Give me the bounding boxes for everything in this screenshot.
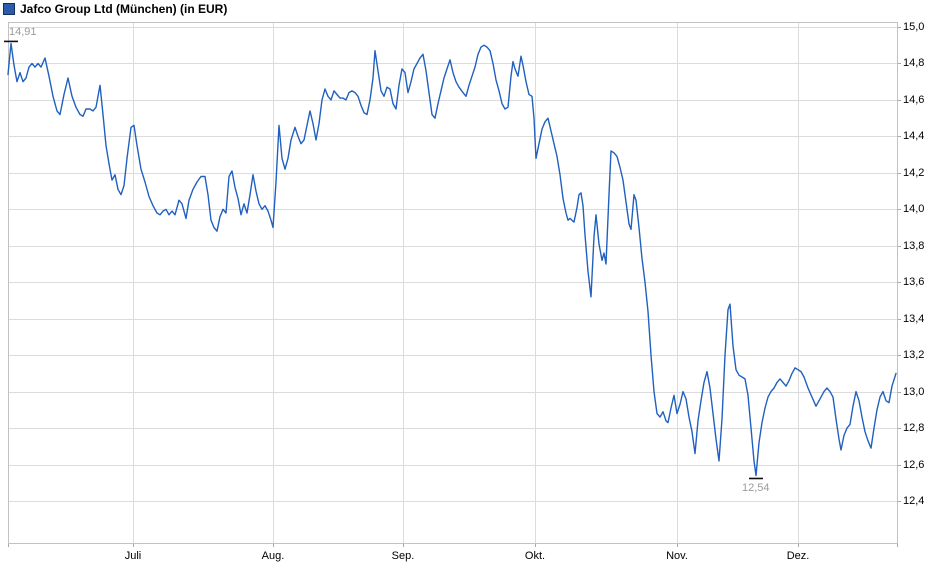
plot-border — [8, 22, 898, 544]
low-annotation-label: 12,54 — [742, 482, 770, 495]
y-axis-label: 13,4 — [903, 313, 925, 325]
x-axis-label: Dez. — [786, 550, 810, 562]
y-axis-label: 13,6 — [903, 276, 925, 288]
chart-title: Jafco Group Ltd (München) (in EUR) — [20, 2, 228, 16]
y-axis-label: 14,4 — [903, 130, 925, 142]
y-axis-label: 14,0 — [903, 203, 925, 215]
x-axis-label: Nov. — [666, 550, 688, 562]
y-axis-label: 13,2 — [903, 349, 925, 361]
chart-header: Jafco Group Ltd (München) (in EUR) — [3, 1, 227, 17]
y-axis-label: 15,0 — [903, 21, 925, 33]
y-axis-label: 13,0 — [903, 386, 925, 398]
y-axis-label: 12,6 — [903, 459, 925, 471]
x-axis-label: Okt. — [524, 550, 546, 562]
y-axis-label: 12,8 — [903, 422, 925, 434]
y-axis-label: 14,2 — [903, 167, 925, 179]
y-axis-label: 13,8 — [903, 240, 925, 252]
x-axis-label: Sep. — [391, 550, 415, 562]
y-axis-label: 12,4 — [903, 495, 925, 507]
high-annotation-label: 14,91 — [9, 26, 37, 39]
price-line — [7, 42, 897, 477]
x-axis-label: Aug. — [261, 550, 285, 562]
legend-square-icon — [3, 3, 15, 15]
y-axis-label: 14,8 — [903, 57, 925, 69]
x-axis-label: Juli — [124, 550, 142, 562]
y-axis-label: 14,6 — [903, 94, 925, 106]
